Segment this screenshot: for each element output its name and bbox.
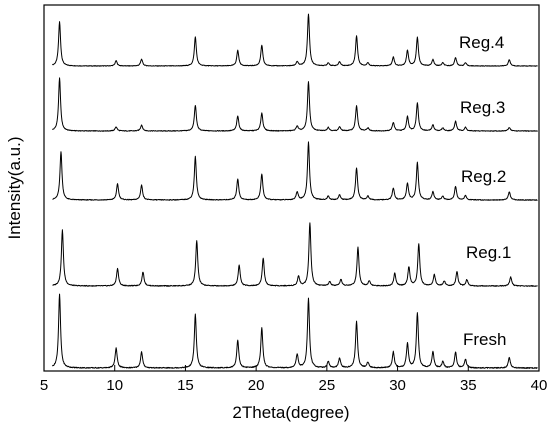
x-tick-label: 30	[389, 377, 406, 394]
x-axis-ticks	[43, 365, 540, 371]
x-tick-label: 40	[531, 377, 548, 394]
series-label: Fresh	[463, 330, 506, 349]
x-axis-title: 2Theta(degree)	[232, 403, 349, 422]
y-axis-title: Intensity(a.u.)	[5, 137, 24, 240]
series-labels: Reg.4 Reg.3 Reg.2 Reg.1 Fresh	[459, 33, 511, 349]
series-label: Reg.2	[461, 167, 506, 186]
series-traces	[52, 13, 538, 369]
series-label: Reg.4	[459, 33, 504, 52]
series-line-reg-2	[52, 141, 538, 201]
x-axis-tick-labels: 5 10 15 20 25 30 35 40	[40, 377, 548, 394]
x-tick-label: 35	[460, 377, 477, 394]
plot-frame	[43, 4, 540, 372]
x-tick-label: 25	[319, 377, 336, 394]
series-line-reg-3	[52, 77, 538, 132]
series-line-reg-1	[52, 222, 538, 287]
series-line-fresh	[52, 293, 538, 369]
x-tick-label: 10	[106, 377, 123, 394]
x-tick-label: 15	[177, 377, 194, 394]
series-label: Reg.3	[460, 98, 505, 117]
x-tick-label: 5	[40, 377, 48, 394]
series-label: Reg.1	[466, 243, 511, 262]
series-line-reg-4	[52, 13, 538, 67]
x-tick-label: 20	[248, 377, 265, 394]
